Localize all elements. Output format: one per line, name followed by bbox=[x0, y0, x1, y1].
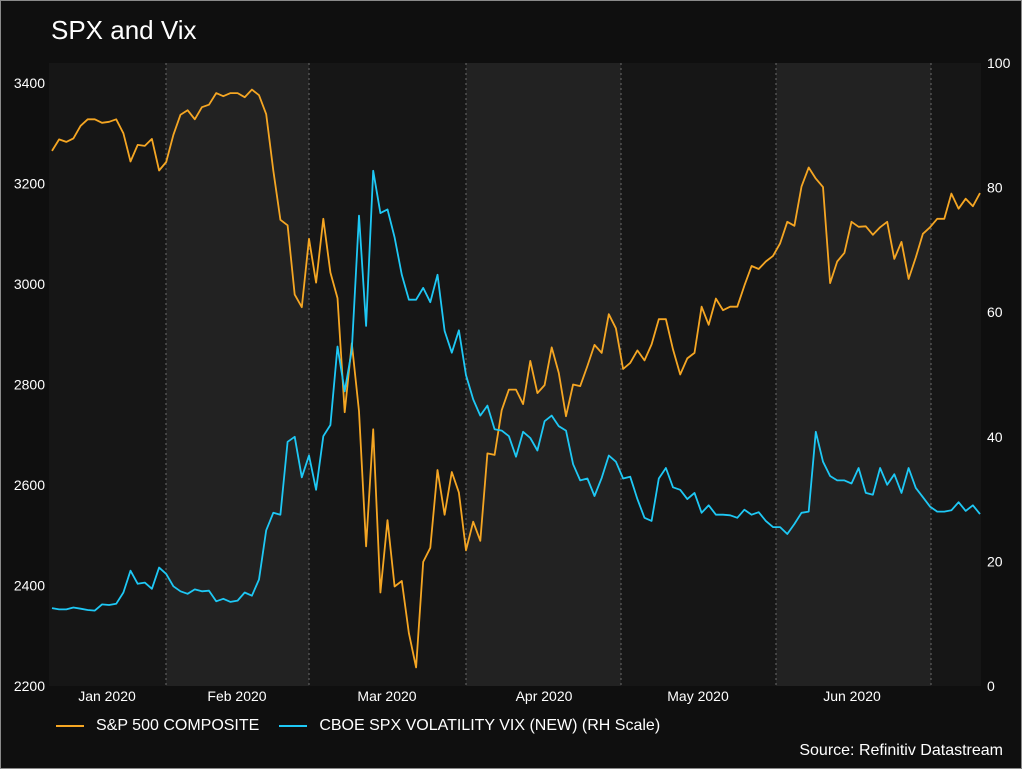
y-left-tick-label: 2800 bbox=[14, 377, 45, 393]
y-right-tick-label: 100 bbox=[987, 55, 1011, 71]
plot-band bbox=[466, 63, 621, 686]
legend: S&P 500 COMPOSITE CBOE SPX VOLATILITY VI… bbox=[56, 717, 680, 735]
y-right-tick-label: 60 bbox=[987, 304, 1003, 320]
legend-label-spx: S&P 500 COMPOSITE bbox=[96, 717, 260, 734]
legend-item-spx: S&P 500 COMPOSITE bbox=[56, 717, 259, 735]
y-left-tick-label: 3400 bbox=[14, 75, 45, 91]
plot-band bbox=[621, 63, 776, 686]
plot-band bbox=[309, 63, 466, 686]
source-note: Source: Refinitiv Datastream bbox=[799, 742, 1003, 759]
y-right-tick-label: 20 bbox=[987, 553, 1003, 569]
x-tick-label: Apr 2020 bbox=[516, 688, 573, 704]
legend-swatch-spx bbox=[56, 725, 84, 727]
y-left-tick-label: 2400 bbox=[14, 578, 45, 594]
x-tick-label: Feb 2020 bbox=[207, 688, 266, 704]
plot-band bbox=[49, 63, 166, 686]
y-left-tick-label: 2200 bbox=[14, 678, 45, 694]
legend-item-vix: CBOE SPX VOLATILITY VIX (NEW) (RH Scale) bbox=[279, 717, 660, 735]
y-left-tick-label: 3200 bbox=[14, 176, 45, 192]
y-left-tick-label: 3000 bbox=[14, 276, 45, 292]
series-line-spx bbox=[51, 88, 981, 669]
y-right-tick-label: 40 bbox=[987, 429, 1003, 445]
plot-band bbox=[776, 63, 931, 686]
y-right-tick-label: 0 bbox=[987, 678, 995, 694]
x-tick-label: Jan 2020 bbox=[78, 688, 136, 704]
x-tick-label: May 2020 bbox=[667, 688, 729, 704]
x-tick-label: Jun 2020 bbox=[823, 688, 881, 704]
plot-band bbox=[166, 63, 309, 686]
legend-swatch-vix bbox=[279, 725, 308, 727]
series-line-vix bbox=[51, 169, 981, 612]
plot-band bbox=[931, 63, 981, 686]
y-left-tick-label: 2600 bbox=[14, 477, 45, 493]
y-right-tick-label: 80 bbox=[987, 180, 1003, 196]
legend-label-vix: CBOE SPX VOLATILITY VIX (NEW) (RH Scale) bbox=[319, 717, 661, 734]
x-tick-label: Mar 2020 bbox=[357, 688, 416, 704]
chart-title: SPX and Vix bbox=[51, 15, 197, 45]
